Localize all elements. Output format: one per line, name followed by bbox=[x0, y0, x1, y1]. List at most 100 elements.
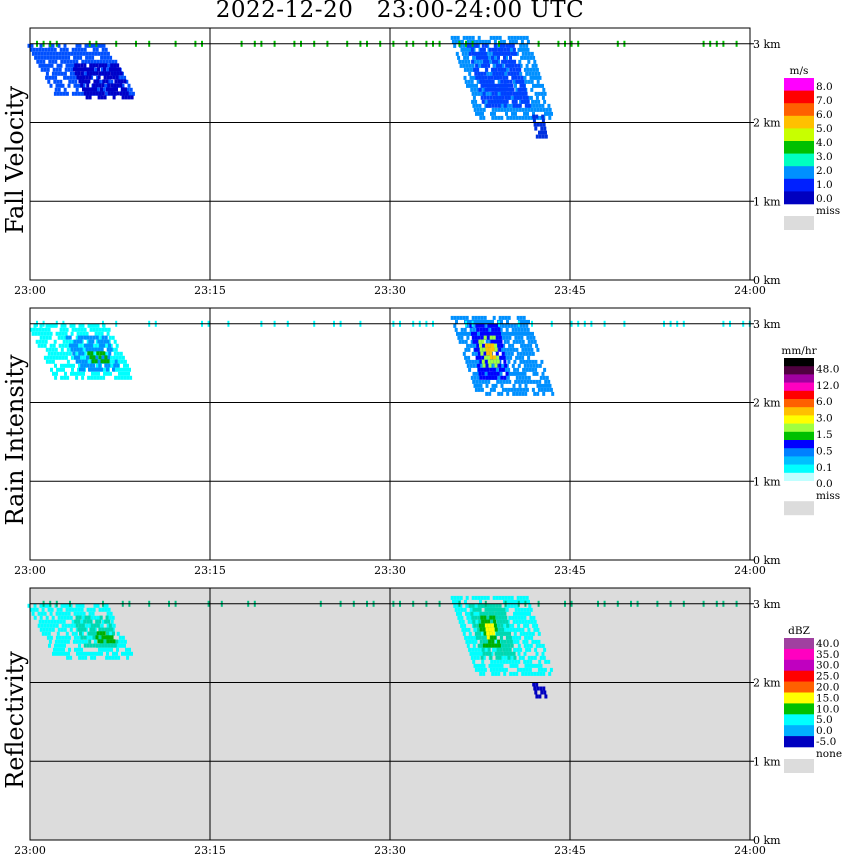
echo-cell bbox=[79, 367, 82, 372]
echo-cell bbox=[463, 327, 467, 332]
echo-cell bbox=[472, 83, 475, 88]
echo-cell bbox=[101, 335, 105, 340]
echo-cell bbox=[516, 35, 520, 40]
echo-cell bbox=[525, 323, 529, 328]
echo-cell bbox=[81, 359, 85, 364]
echo-cell bbox=[63, 335, 67, 340]
echo-cell bbox=[123, 639, 127, 644]
echo-cell bbox=[108, 335, 112, 340]
echo-cell bbox=[72, 75, 76, 80]
echo-cell bbox=[461, 619, 465, 624]
echo-cell bbox=[485, 79, 489, 84]
echo-cell bbox=[465, 359, 469, 364]
echo-cell bbox=[77, 71, 81, 76]
echo-cell bbox=[91, 371, 94, 376]
echo-cell bbox=[520, 379, 524, 384]
echo-cell bbox=[491, 91, 495, 96]
echo-cell bbox=[113, 351, 117, 356]
echo-cell bbox=[490, 659, 494, 664]
echo-cell bbox=[39, 335, 43, 340]
echo-cell bbox=[501, 71, 505, 76]
echo-cell bbox=[513, 603, 517, 608]
echo-cell bbox=[526, 111, 529, 116]
echo-cell bbox=[91, 367, 94, 372]
echo-cell bbox=[92, 635, 96, 640]
echo-cell bbox=[475, 371, 479, 376]
echo-cell bbox=[539, 107, 543, 112]
echo-cell bbox=[90, 323, 94, 328]
echo-cell bbox=[479, 627, 483, 632]
echo-cell bbox=[73, 83, 77, 88]
echo-cell bbox=[501, 615, 505, 620]
echo-cell bbox=[472, 327, 476, 332]
echo-cell bbox=[498, 367, 502, 372]
echo-cell bbox=[498, 655, 502, 660]
echo-cell bbox=[79, 67, 82, 72]
echo-cell bbox=[43, 623, 47, 628]
echo-cell bbox=[503, 79, 507, 84]
echo-cell bbox=[529, 335, 533, 340]
echo-cell bbox=[60, 347, 64, 352]
echo-cell bbox=[484, 75, 488, 80]
echo-cell bbox=[548, 383, 552, 388]
echo-cell bbox=[475, 651, 479, 656]
echo-cell bbox=[97, 651, 100, 656]
echo-cell bbox=[478, 363, 482, 368]
echo-cell bbox=[489, 331, 492, 336]
echo-cell bbox=[517, 75, 521, 80]
y-tick-label: 3 km bbox=[753, 38, 781, 51]
echo-cell bbox=[87, 59, 91, 64]
echo-cell bbox=[127, 83, 131, 88]
echo-cell bbox=[501, 63, 505, 68]
echo-cell bbox=[499, 379, 503, 384]
echo-cell bbox=[536, 122, 540, 127]
echo-cell bbox=[127, 371, 130, 376]
echo-cell bbox=[478, 607, 482, 612]
echo-cell bbox=[494, 383, 498, 388]
echo-cell bbox=[48, 639, 52, 644]
echo-cell bbox=[501, 627, 505, 632]
echo-cell bbox=[525, 631, 529, 636]
echo-cell bbox=[69, 59, 73, 64]
echo-cell bbox=[78, 655, 82, 660]
echo-cell bbox=[476, 663, 480, 668]
echo-cell bbox=[533, 686, 537, 691]
echo-cell bbox=[529, 55, 533, 60]
echo-cell bbox=[111, 655, 115, 660]
echo-cell bbox=[32, 607, 36, 612]
echo-cell bbox=[49, 331, 53, 336]
echo-cell bbox=[119, 83, 123, 88]
echo-cell bbox=[490, 359, 494, 364]
echo-cell bbox=[78, 639, 82, 644]
echo-cell bbox=[104, 63, 108, 68]
echo-cell bbox=[463, 607, 467, 612]
echo-cell bbox=[120, 639, 124, 644]
echo-cell bbox=[510, 71, 514, 76]
echo-cell bbox=[525, 351, 529, 356]
echo-cell bbox=[455, 319, 458, 324]
echo-cell bbox=[490, 323, 494, 328]
echo-cell bbox=[515, 635, 519, 640]
echo-cell bbox=[477, 643, 481, 648]
echo-cell bbox=[529, 643, 533, 648]
echo-cell bbox=[491, 327, 495, 332]
echo-cell bbox=[62, 351, 66, 356]
echo-cell bbox=[501, 59, 505, 64]
echo-cell bbox=[77, 355, 80, 360]
echo-cell bbox=[95, 355, 98, 360]
echo-cell bbox=[63, 87, 67, 92]
echo-cell bbox=[506, 91, 510, 96]
echo-cell bbox=[118, 371, 121, 376]
echo-cell bbox=[528, 331, 531, 336]
legend-label: 0.0 bbox=[816, 478, 833, 490]
echo-cell bbox=[513, 59, 517, 64]
echo-cell bbox=[113, 339, 117, 344]
echo-cell bbox=[499, 631, 502, 636]
echo-cell bbox=[524, 115, 528, 120]
echo-cell bbox=[517, 363, 521, 368]
echo-cell bbox=[58, 611, 62, 616]
echo-cell bbox=[47, 607, 51, 612]
echo-cell bbox=[75, 43, 79, 48]
echo-cell bbox=[466, 343, 470, 348]
echo-cell bbox=[468, 647, 472, 652]
